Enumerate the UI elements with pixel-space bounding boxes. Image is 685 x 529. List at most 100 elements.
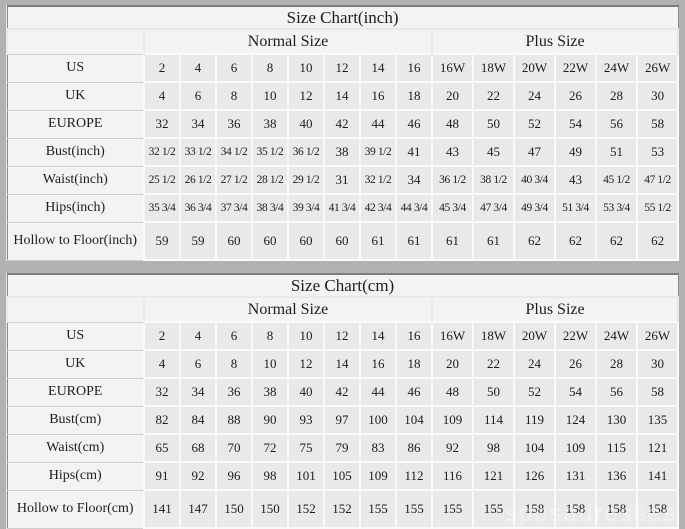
corner-cell	[6, 296, 145, 323]
size-value-cell: 36 3/4	[179, 193, 217, 223]
size-value-cell: 26W	[635, 321, 680, 351]
size-value-cell: 119	[513, 405, 556, 435]
size-value-cell: 79	[323, 433, 361, 463]
size-value-cell: 16W	[431, 321, 474, 351]
size-value-cell: 61	[359, 221, 397, 261]
size-value-cell: 6	[179, 81, 217, 111]
size-value-cell: 16	[359, 81, 397, 111]
size-value-cell: 42 3/4	[359, 193, 397, 223]
table-row: EUROPE 32 34 36 38 40 42 44 46 48 50 52 54 56 58	[7, 109, 680, 139]
size-value-cell: 35 1/2	[251, 137, 289, 167]
group-header-normal: Normal Size	[143, 296, 433, 323]
size-value-cell: 30	[635, 81, 680, 111]
size-value-cell: 126	[513, 461, 556, 491]
size-value-cell: 25 1/2	[143, 165, 181, 195]
size-value-cell: 53	[635, 137, 680, 167]
size-value-cell: 52	[513, 109, 556, 139]
size-value-cell: 121	[472, 461, 515, 491]
size-value-cell: 27 1/2	[215, 165, 253, 195]
size-value-cell: 38	[251, 377, 289, 407]
size-value-cell: 61	[431, 221, 474, 261]
size-value-cell: 54	[554, 377, 597, 407]
row-label: Waist(cm)	[7, 433, 145, 463]
size-value-cell: 58	[635, 109, 680, 139]
size-value-cell: 59	[143, 221, 181, 261]
size-value-cell: 24W	[595, 53, 638, 83]
size-value-cell: 150	[215, 489, 253, 529]
size-value-cell: 29 1/2	[287, 165, 325, 195]
row-label: Hips(cm)	[7, 461, 145, 491]
size-value-cell: 100	[359, 405, 397, 435]
size-value-cell: 30	[635, 349, 680, 379]
size-value-cell: 22	[472, 81, 515, 111]
size-value-cell: 16	[395, 321, 433, 351]
size-value-cell: 26	[554, 81, 597, 111]
size-value-cell: 141	[635, 461, 680, 491]
size-value-cell: 38	[251, 109, 289, 139]
size-value-cell: 61	[472, 221, 515, 261]
size-value-cell: 14	[359, 53, 397, 83]
size-value-cell: 115	[595, 433, 638, 463]
size-value-cell: 41 3/4	[323, 193, 361, 223]
size-value-cell: 65	[143, 433, 181, 463]
table-title: Size Chart(inch)	[7, 6, 679, 30]
size-value-cell: 26W	[635, 53, 680, 83]
size-value-cell: 31	[323, 165, 361, 195]
size-value-cell: 152	[323, 489, 361, 529]
size-value-cell: 39 1/2	[359, 137, 397, 167]
size-value-cell: 2	[143, 53, 181, 83]
size-value-cell: 4	[143, 349, 181, 379]
size-value-cell: 37 3/4	[215, 193, 253, 223]
size-value-cell: 24	[513, 81, 556, 111]
size-value-cell: 18W	[472, 321, 515, 351]
size-value-cell: 32 1/2	[359, 165, 397, 195]
size-value-cell: 4	[143, 81, 181, 111]
size-value-cell: 39 3/4	[287, 193, 325, 223]
size-value-cell: 14	[323, 349, 361, 379]
table-row: US 2 4 6 8 10 12 14 16 16W 18W 20W 22W 24W 26W	[7, 53, 680, 83]
size-value-cell: 41	[395, 137, 433, 167]
size-value-cell: 38	[323, 137, 361, 167]
size-value-cell: 109	[359, 461, 397, 491]
row-label: UK	[7, 81, 145, 111]
size-value-cell: 16	[359, 349, 397, 379]
size-value-cell: 44	[359, 377, 397, 407]
size-value-cell: 26	[554, 349, 597, 379]
size-value-cell: 92	[431, 433, 474, 463]
size-value-cell: 20W	[513, 53, 556, 83]
row-label: EUROPE	[7, 109, 145, 139]
size-value-cell: 2	[143, 321, 181, 351]
table-title: Size Chart(cm)	[7, 274, 679, 298]
size-value-cell: 22	[472, 349, 515, 379]
size-value-cell: 18W	[472, 53, 515, 83]
table-row: EUROPE 32 34 36 38 40 42 44 46 48 50 52 54 56 58	[7, 377, 680, 407]
size-value-cell: 58	[635, 377, 680, 407]
size-value-cell: 92	[179, 461, 217, 491]
size-value-cell: 51 3/4	[554, 193, 597, 223]
size-value-cell: 24W	[595, 321, 638, 351]
size-value-cell: 28	[595, 349, 638, 379]
size-value-cell: 20	[431, 349, 474, 379]
table-row: UK 4 6 8 10 12 14 16 18 20 22 24 26 28 30	[7, 349, 680, 379]
row-label: Hips(inch)	[7, 193, 145, 223]
row-label: UK	[7, 349, 145, 379]
size-value-cell: 34	[179, 109, 217, 139]
row-label: EUROPE	[7, 377, 145, 407]
size-value-cell: 62	[554, 221, 597, 261]
size-value-cell: 155	[395, 489, 433, 529]
group-header-plus: Plus Size	[430, 296, 680, 323]
size-value-cell: 49	[554, 137, 597, 167]
size-value-cell: 36 1/2	[287, 137, 325, 167]
size-value-cell: 32 1/2	[143, 137, 181, 167]
size-chart-cm-table: Size Chart(cm) Normal Size Plus Size US 2 4 6 8…	[6, 273, 680, 529]
size-value-cell: 51	[595, 137, 638, 167]
size-value-cell: 112	[395, 461, 433, 491]
group-header-normal: Normal Size	[143, 28, 433, 55]
size-value-cell: 50	[472, 377, 515, 407]
size-value-cell: 10	[287, 53, 325, 83]
size-value-cell: 34	[179, 377, 217, 407]
size-value-cell: 36	[215, 377, 253, 407]
size-value-cell: 22W	[554, 321, 597, 351]
size-value-cell: 52	[513, 377, 556, 407]
size-value-cell: 34 1/2	[215, 137, 253, 167]
